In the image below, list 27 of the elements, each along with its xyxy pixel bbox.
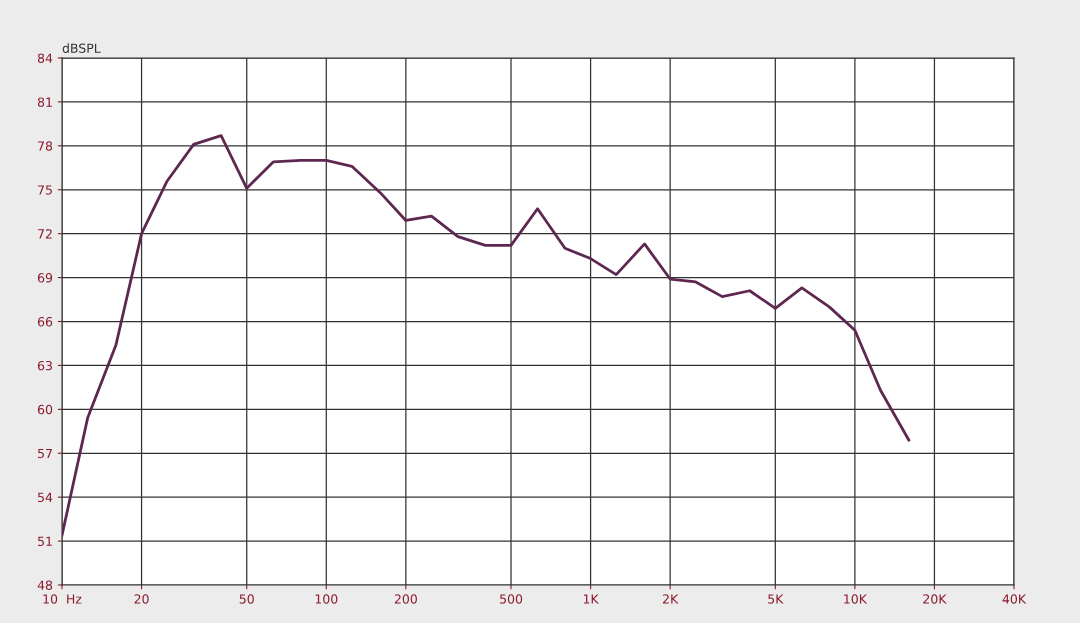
y-tick-label: 48 bbox=[37, 580, 53, 590]
x-tick-label: 200 bbox=[394, 594, 417, 604]
y-axis-title: dBSPL bbox=[62, 43, 101, 53]
x-tick-label: 100 bbox=[315, 594, 338, 604]
y-tick-label: 66 bbox=[37, 316, 53, 327]
y-tick-label: 75 bbox=[38, 185, 52, 195]
x-tick-label: 50 bbox=[239, 594, 254, 604]
y-tick-label: 69 bbox=[37, 273, 53, 283]
y-tick-label: 63 bbox=[37, 360, 52, 371]
y-tick-label: 84 bbox=[37, 53, 53, 63]
x-tick-label: 500 bbox=[500, 594, 523, 604]
y-tick-label: 60 bbox=[37, 404, 53, 415]
x-tick-label: 10 Hz bbox=[43, 594, 82, 604]
y-tick-label: 72 bbox=[38, 229, 52, 239]
x-tick-label: 1K bbox=[583, 594, 599, 604]
line-series bbox=[62, 134, 911, 537]
y-tick-label: 81 bbox=[37, 97, 52, 107]
x-tick-label: 20 bbox=[134, 594, 149, 604]
y-tick-label: 78 bbox=[38, 141, 53, 151]
x-tick-label: 10K bbox=[844, 594, 868, 604]
x-tick-label: 40K bbox=[1002, 594, 1027, 604]
x-tick-label: 20K bbox=[923, 594, 947, 604]
y-tick-label: 54 bbox=[38, 492, 53, 503]
x-tick-label: 2K bbox=[662, 594, 679, 604]
y-tick-label: 51 bbox=[38, 536, 52, 547]
y-tick-label: 57 bbox=[38, 448, 52, 459]
x-tick-label: 5K bbox=[768, 594, 784, 604]
